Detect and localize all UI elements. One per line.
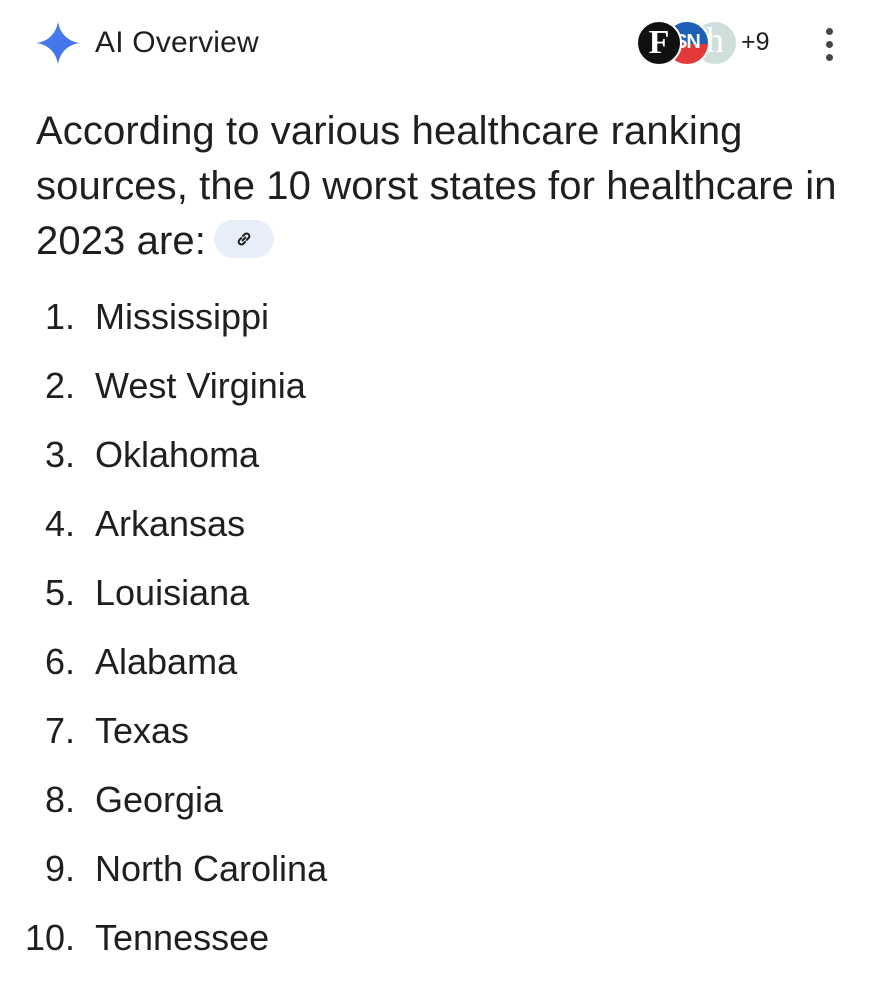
list-item-number: 4. [44, 503, 75, 544]
list-item-number: 6. [44, 641, 75, 682]
source-f-logo[interactable]: F [636, 20, 682, 66]
list-item-number: 10. [24, 917, 75, 958]
list-item: 3. Oklahoma [0, 431, 883, 500]
more-vert-icon[interactable] [818, 24, 842, 64]
list-item-state: Arkansas [95, 503, 246, 544]
list-item-number: 2. [44, 365, 75, 406]
list-item: 6. Alabama [0, 638, 883, 707]
list-item: 10. Tennessee [0, 914, 883, 983]
list-item-state: Tennessee [95, 917, 270, 958]
list-item-state: Louisiana [95, 572, 250, 613]
list-item-state: Oklahoma [95, 434, 260, 475]
list-item-number: 9. [44, 848, 75, 889]
list-item-state: Mississippi [95, 296, 270, 337]
overview-intro: According to various healthcare ranking … [36, 104, 866, 269]
list-item-number: 1. [44, 296, 75, 337]
list-item: 7. Texas [0, 707, 883, 776]
list-item-state: Texas [95, 710, 190, 751]
intro-text: According to various healthcare ranking … [36, 109, 837, 263]
header-title: AI Overview [95, 26, 259, 59]
list-item-number: 7. [44, 710, 75, 751]
link-icon [237, 232, 251, 246]
sparkle-icon [36, 21, 80, 65]
list-item-state: Georgia [95, 779, 224, 820]
ai-overview-header: AI Overview F SN h +9 [0, 0, 883, 86]
list-item-number: 8. [44, 779, 75, 820]
more-sources-count[interactable]: +9 [741, 28, 770, 56]
worst-states-list: 1. Mississippi 2. West Virginia 3. Oklahoma 4.… [0, 293, 883, 983]
citation-link-chip[interactable] [213, 220, 274, 259]
list-item: 9. North Carolina [0, 845, 883, 914]
list-item: 5. Louisiana [0, 569, 883, 638]
list-item: 1. Mississippi [0, 293, 883, 362]
list-item-state: Alabama [95, 641, 238, 682]
list-item: 8. Georgia [0, 776, 883, 845]
list-item-number: 5. [44, 572, 75, 613]
list-item-state: West Virginia [95, 365, 306, 406]
list-item: 2. West Virginia [0, 362, 883, 431]
list-item-state: North Carolina [95, 848, 328, 889]
source-avatars[interactable]: F SN h +9 [636, 20, 786, 66]
list-item-number: 3. [44, 434, 75, 475]
list-item: 4. Arkansas [0, 500, 883, 569]
